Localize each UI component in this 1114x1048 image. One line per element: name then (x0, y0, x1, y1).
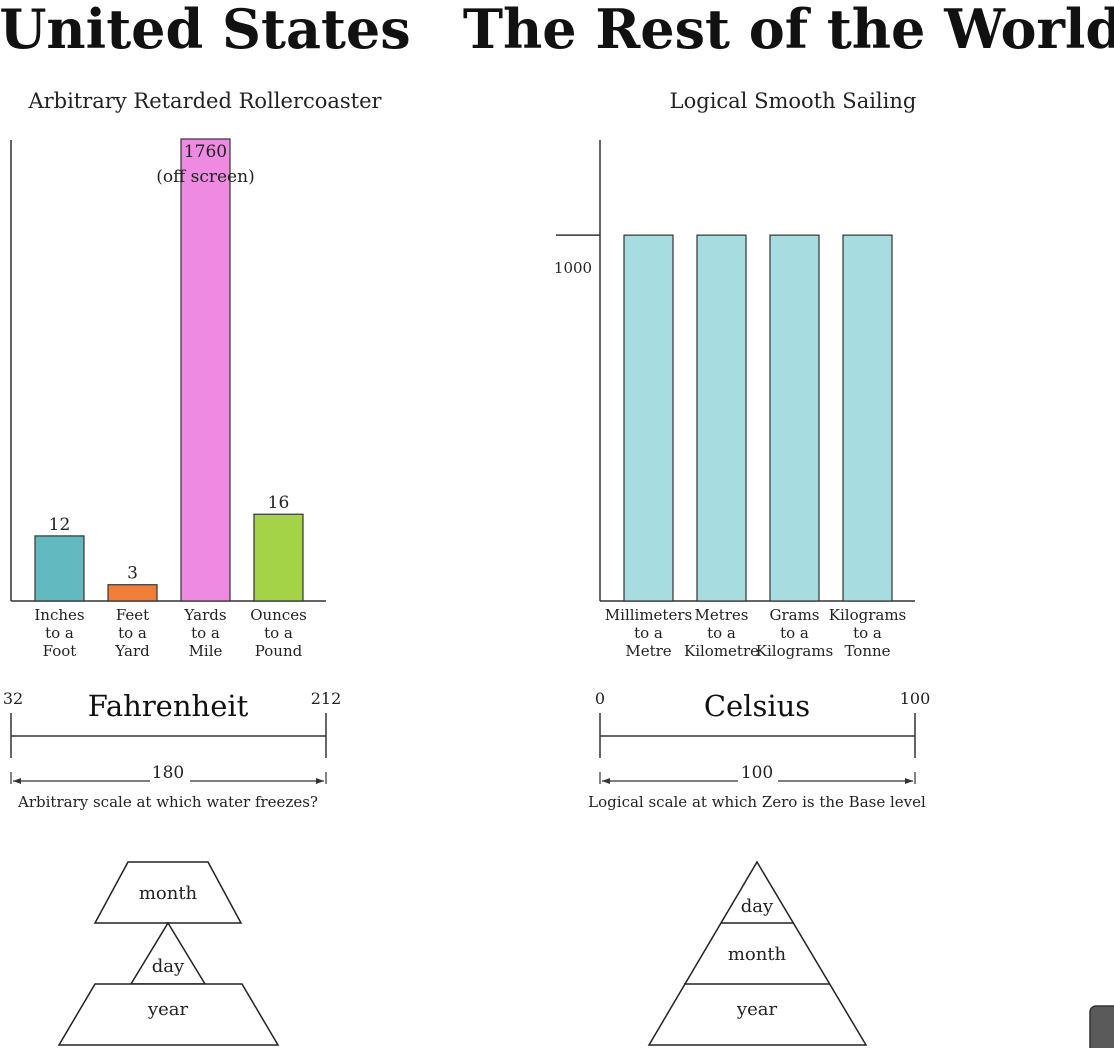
category-label-1-1: to a (707, 624, 736, 642)
fahrenheit-min-label: 32 (3, 689, 23, 708)
pyramid-outline (647, 860, 868, 1046)
right-chart-title: Logical Smooth Sailing (670, 89, 917, 113)
celsius-span-label: 100 (741, 763, 773, 783)
fahrenheit-max-label: 212 (311, 689, 342, 708)
bar-value-label-3: 16 (268, 493, 290, 513)
category-label-3-0: Kilograms (829, 606, 906, 624)
category-label-2-0: Yards (183, 606, 226, 624)
bar-1 (107, 584, 158, 602)
category-label-2-1: to a (191, 624, 220, 642)
pyramid-month-block (93, 861, 243, 924)
left-pyramid-middle-label: day (152, 956, 185, 977)
category-label-3-2: Pound (255, 642, 303, 660)
category-label-3-2: Tonne (844, 642, 890, 660)
arrow-right-icon (905, 778, 913, 784)
celsius-scale: Celsius 0 100 100 Logical scale at which… (588, 689, 930, 811)
celsius-min-label: 0 (595, 689, 605, 708)
pyramid-year-block (57, 983, 280, 1046)
left-date-pyramid (57, 861, 280, 1046)
bar-value-label-1: 3 (127, 564, 138, 584)
category-label-2-1: to a (780, 624, 809, 642)
bar-3 (842, 234, 893, 602)
category-label-0-0: Inches (34, 606, 84, 624)
heading-united-states: United States (0, 0, 411, 61)
category-label-0-0: Millimeters (605, 606, 692, 624)
right-date-pyramid (647, 860, 868, 1046)
category-label-3-1: to a (853, 624, 882, 642)
left-pyramid-bottom-label: year (147, 999, 189, 1020)
category-label-1-2: Kilometre (684, 642, 759, 660)
celsius-title: Celsius (704, 689, 810, 723)
category-label-0-2: Metre (625, 642, 671, 660)
category-label-2-2: Kilograms (756, 642, 833, 660)
reference-tick-label: 1000 (554, 259, 592, 277)
category-label-1-2: Yard (114, 642, 150, 660)
category-label-0-1: to a (634, 624, 663, 642)
bar-0 (34, 535, 85, 602)
fahrenheit-caption: Arbitrary scale at which water freezes? (17, 793, 318, 811)
bar-0 (623, 234, 674, 602)
bar-value-label-0: 12 (49, 515, 71, 535)
right-pyramid-middle-label: month (728, 944, 787, 965)
arrow-right-icon (316, 778, 324, 784)
bar-value-label-2: 1760 (184, 142, 227, 162)
left-pyramid-top-label: month (139, 883, 198, 904)
off-screen-note: (off screen) (156, 167, 254, 187)
right-pyramid-top-label: day (741, 896, 774, 917)
celsius-max-label: 100 (900, 689, 931, 708)
category-label-1-0: Metres (694, 606, 748, 624)
fahrenheit-title: Fahrenheit (88, 689, 249, 723)
category-label-1-1: to a (118, 624, 147, 642)
category-label-1-0: Feet (116, 606, 149, 624)
bar-3 (253, 513, 304, 602)
arrow-left-icon (13, 778, 21, 784)
category-label-2-0: Grams (769, 606, 819, 624)
category-label-3-1: to a (264, 624, 293, 642)
fahrenheit-scale: Fahrenheit 32 212 180 Arbitrary scale at… (3, 689, 341, 811)
corner-scroll-button[interactable] (1089, 1005, 1114, 1048)
category-label-0-2: Foot (43, 642, 77, 660)
heading-rest-of-world: The Rest of the World (463, 0, 1114, 61)
arrow-left-icon (602, 778, 610, 784)
category-label-2-2: Mile (189, 642, 223, 660)
bar-1 (696, 234, 747, 602)
category-label-0-1: to a (45, 624, 74, 642)
fahrenheit-span-label: 180 (152, 763, 184, 783)
bar-2 (769, 234, 820, 602)
left-chart-title: Arbitrary Retarded Rollercoaster (27, 89, 382, 113)
right-pyramid-bottom-label: year (736, 999, 778, 1020)
bar-2 (180, 138, 231, 602)
celsius-caption: Logical scale at which Zero is the Base … (588, 793, 926, 811)
category-label-3-0: Ounces (250, 606, 307, 624)
